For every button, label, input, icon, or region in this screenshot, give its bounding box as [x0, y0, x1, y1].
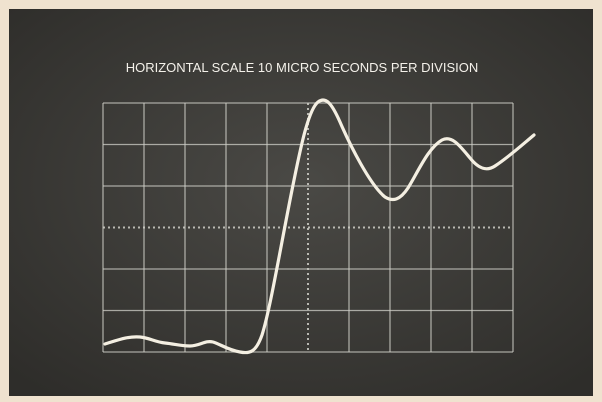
page: HORIZONTAL SCALE 10 MICRO SECONDS PER DI… — [0, 0, 602, 402]
caption: HORIZONTAL SCALE 10 MICRO SECONDS PER DI… — [126, 60, 479, 75]
photo: HORIZONTAL SCALE 10 MICRO SECONDS PER DI… — [0, 0, 602, 402]
